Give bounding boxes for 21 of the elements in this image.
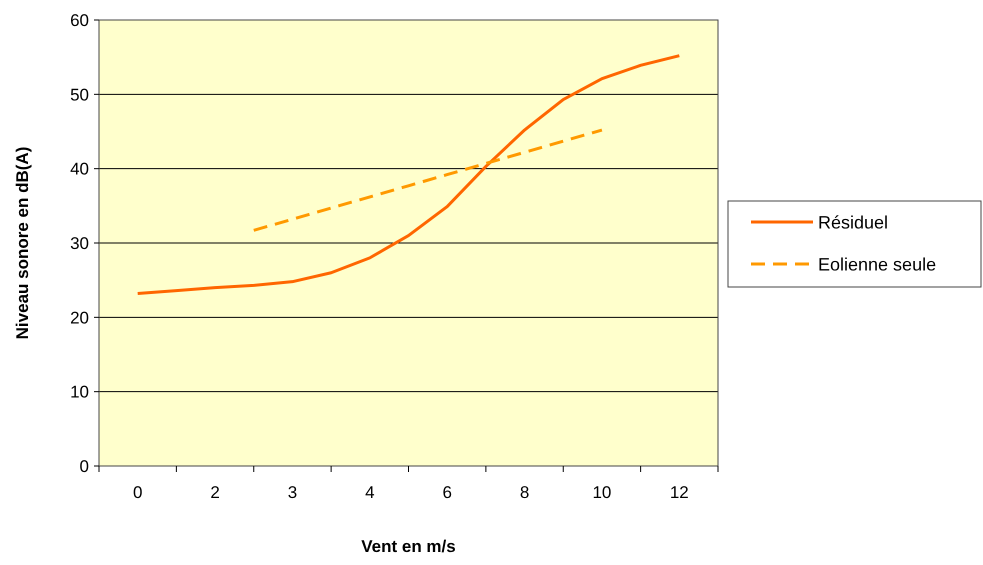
x-tick-label: 4 — [365, 483, 375, 502]
line-series — [136, 54, 681, 296]
y-tick-label: 60 — [70, 10, 89, 30]
x-tick-label: 8 — [520, 483, 530, 502]
y-tick-label: 10 — [70, 382, 89, 402]
x-tick-label: 2 — [210, 483, 220, 502]
y-tick-label: 40 — [70, 160, 89, 179]
x-tick-label: 10 — [592, 483, 612, 502]
x-tick-label: 0 — [132, 483, 142, 502]
line-series — [252, 128, 604, 232]
y-axis-title: Niveau sonore en dB(A) — [13, 146, 32, 340]
x-tick-label: 3 — [288, 483, 298, 502]
y-tick-label: 0 — [80, 456, 89, 476]
y-tick-label: 50 — [70, 85, 89, 104]
legend-label: Résiduel — [818, 212, 888, 232]
x-axis-title: Vent en m/s — [361, 537, 456, 556]
x-tick-label: 12 — [670, 483, 689, 502]
legend-label: Eolienne seule — [818, 254, 936, 274]
y-tick-label: 30 — [70, 234, 89, 253]
y-tick-label: 20 — [70, 308, 89, 328]
x-tick-label: 6 — [442, 483, 452, 502]
